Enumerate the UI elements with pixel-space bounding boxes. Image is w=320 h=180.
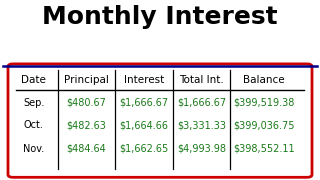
Text: Sep.: Sep.	[23, 98, 44, 108]
Text: $1,664.66: $1,664.66	[119, 120, 169, 130]
Text: Nov.: Nov.	[23, 143, 44, 154]
Text: $398,552.11: $398,552.11	[233, 143, 295, 154]
Text: $480.67: $480.67	[67, 98, 106, 108]
Text: $1,666.67: $1,666.67	[177, 98, 226, 108]
Text: $1,666.67: $1,666.67	[119, 98, 169, 108]
Text: $482.63: $482.63	[67, 120, 106, 130]
Text: $484.64: $484.64	[67, 143, 106, 154]
Text: Date: Date	[21, 75, 46, 85]
Text: $399,036.75: $399,036.75	[233, 120, 295, 130]
Text: $3,331.33: $3,331.33	[177, 120, 226, 130]
Text: Monthly Interest: Monthly Interest	[42, 5, 278, 29]
Text: Oct.: Oct.	[24, 120, 44, 130]
Text: $4,993.98: $4,993.98	[177, 143, 226, 154]
Text: $1,662.65: $1,662.65	[119, 143, 169, 154]
Text: Principal: Principal	[64, 75, 109, 85]
Text: Total Int.: Total Int.	[179, 75, 224, 85]
FancyBboxPatch shape	[8, 64, 312, 177]
Text: Balance: Balance	[243, 75, 285, 85]
Text: Interest: Interest	[124, 75, 164, 85]
Text: $399,519.38: $399,519.38	[233, 98, 295, 108]
